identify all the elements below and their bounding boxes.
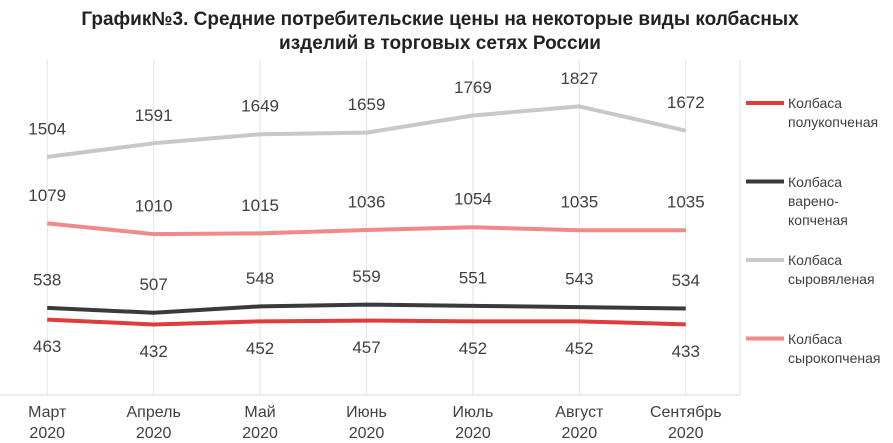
series-line	[47, 302, 686, 315]
legend-label: Колбаса сырокопченая	[788, 330, 881, 366]
data-label: 457	[352, 338, 380, 357]
chart-title: График№3. Средние потребительские цены н…	[81, 9, 799, 54]
data-label: 1672	[667, 93, 705, 112]
x-tick-label: Сентябрь 2020	[649, 404, 722, 442]
data-label: 1659	[348, 95, 386, 114]
data-label: 1649	[241, 97, 279, 116]
legend-label: Колбаса сыровяленая	[788, 252, 875, 287]
x-tick-label: Март 2020	[28, 404, 67, 442]
data-label: 452	[246, 339, 274, 358]
data-label: 1054	[454, 190, 492, 209]
data-label: 452	[459, 339, 487, 358]
data-label: 432	[139, 342, 167, 361]
data-label: 1035	[560, 193, 598, 212]
data-label: 1010	[135, 197, 173, 216]
legend-label: Колбаса полукопченая	[788, 95, 879, 130]
data-label: 551	[459, 268, 487, 287]
data-label: 534	[672, 271, 700, 290]
data-label: 507	[139, 275, 167, 294]
data-label: 538	[33, 270, 61, 289]
data-label: 543	[565, 270, 593, 289]
data-label: 1015	[241, 196, 279, 215]
data-label: 1504	[28, 119, 66, 138]
data-label: 1036	[348, 193, 386, 212]
data-label: 1769	[454, 78, 492, 97]
series-line	[47, 221, 686, 237]
x-tick-label: Июнь 2020	[346, 404, 387, 442]
data-label: 1079	[28, 186, 66, 205]
data-label: 1827	[560, 69, 598, 88]
data-label: 1035	[667, 193, 705, 212]
x-tick-label: Апрель 2020	[126, 404, 181, 442]
data-label: 548	[246, 269, 274, 288]
series-line	[47, 317, 686, 327]
x-tick-label: Июль 2020	[452, 404, 494, 442]
data-label: 463	[33, 337, 61, 356]
x-tick-label: Май 2020	[242, 404, 278, 442]
x-tick-label: Август 2020	[555, 404, 604, 442]
series-line	[46, 104, 687, 159]
data-label: 1591	[135, 106, 173, 125]
data-label: 452	[565, 339, 593, 358]
legend-label: Колбаса варено-копченая	[788, 173, 848, 228]
data-label: 559	[352, 267, 380, 286]
data-label: 433	[672, 342, 700, 361]
